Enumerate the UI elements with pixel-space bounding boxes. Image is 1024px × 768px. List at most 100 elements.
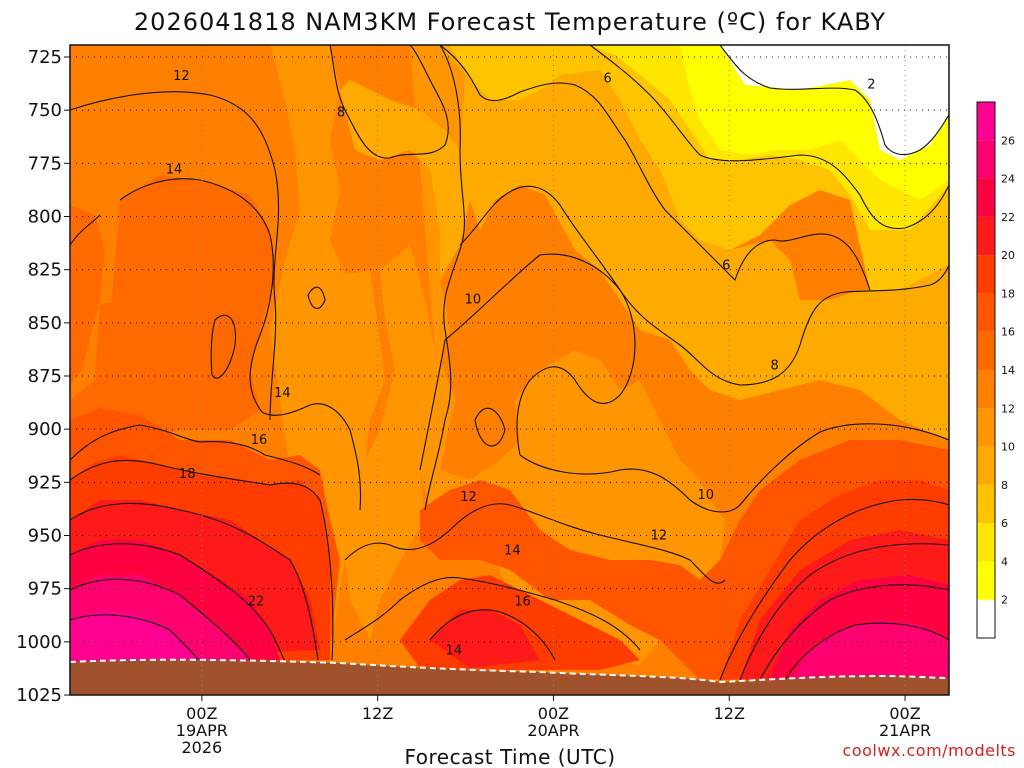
contour-label: 6 [722,258,730,273]
plot-area [70,45,949,695]
colorbar-segment [977,293,995,332]
colorbar-segment [977,446,995,485]
contour-lines [70,45,949,681]
grid-lines [70,45,949,695]
colorbar-frame [976,101,996,639]
fill-band-8 [330,45,949,440]
contour-line-16b [429,609,556,661]
contour-label: 12 [651,529,668,544]
contour-line-10c [519,423,949,513]
contour-label: 14 [166,163,183,178]
contour-label: 10 [698,488,715,503]
contour-label: 14 [446,643,463,658]
contour-label: 14 [274,386,291,401]
contour-line-6a [439,45,871,291]
contour-line-small-loop-2 [474,407,506,447]
y-axis-ticks: 725 750 775 800 825 850 875 900 925 950 975 1000 102… [16,47,70,706]
y-tick-label: 950 [28,526,62,547]
contour-label: 8 [337,105,345,120]
colorbar-segment [977,561,995,600]
colorbar-label: 2 [1001,594,1008,607]
colorbar-segment [977,408,995,447]
contour-line-16 [70,459,334,661]
x-tick-date: 19APR [176,721,228,740]
contour-label: 14 [504,543,521,558]
contour-line-small-loop-3 [210,314,236,379]
colorbar-segment [977,255,995,294]
contour-line-4 [589,45,949,230]
contour-label: 2 [867,78,875,93]
colorbar-label: 22 [1001,211,1015,224]
colorbar-segment [977,523,995,562]
colorbar-segment [977,102,995,141]
fill-below-2 [720,45,949,160]
colorbar-segment [977,484,995,524]
contour-line-12b [344,503,726,584]
contour-line-14b [70,424,321,476]
contour-labels: 12 8 6 2 14 6 10 8 14 16 18 12 10 12 14 22 16 14 [166,69,876,658]
y-tick-label: 900 [28,419,62,440]
colorbar-segment [977,216,995,256]
contour-line-14a [119,178,362,511]
contour-label: 18 [179,467,196,482]
x-tick-label: 00Z [889,704,920,723]
contour-label: 6 [604,71,612,86]
contour-line-14c [344,576,641,651]
plot-frame [69,44,950,696]
colorbar-segment-below [977,599,995,638]
x-tick-date: 21APR [879,721,931,740]
y-tick-label: 975 [28,579,62,600]
y-tick-label: 825 [28,260,62,281]
x-tick-label: 12Z [714,704,745,723]
y-tick-label: 875 [28,366,62,387]
colorbar-label: 26 [1001,134,1015,147]
contour-line-24 [70,614,201,663]
contour-label: 22 [248,594,265,609]
chart-title: 2026041818 NAM3KM Forecast Temperature (… [134,8,886,36]
colorbar-label: 10 [1001,441,1015,454]
y-tick-label: 750 [28,100,62,121]
contour-label: 8 [771,358,779,373]
y-tick-label: 1025 [16,685,62,706]
contour-label: 12 [460,490,477,505]
contour-line-12 [70,91,280,421]
contour-line-warm-right-3 [759,584,949,681]
colorbar-label: 6 [1001,517,1008,530]
y-tick-label: 775 [28,153,62,174]
contour-line-2 [719,45,949,156]
contour-line-warm-right-1 [719,498,949,681]
x-tick-label: 12Z [362,704,393,723]
contour-line-20 [70,543,286,663]
colorbar-label: 20 [1001,249,1015,262]
ground-fill [70,659,949,695]
x-tick-label: 00Z [538,704,569,723]
fill-band-2 [680,45,949,200]
contour-line-8b [459,185,949,386]
colorbar-segment [977,331,995,370]
contour-label: 16 [251,433,268,448]
contour-line-8 [329,45,449,159]
contour-line-18 [70,502,319,661]
colorbar-segment [977,370,995,409]
colorbar-label: 12 [1001,402,1015,415]
credit-text[interactable]: coolwx.com/modelts [843,741,1016,760]
colorbar-label: 24 [1001,173,1015,186]
x-axis-label: Forecast Time (UTC) [404,745,615,768]
fill-band-20 [70,500,949,680]
contour-line-warm-right-4 [784,622,949,681]
colorbar-label: 4 [1001,555,1008,568]
y-tick-label: 1000 [16,632,62,653]
contour-label: 10 [465,292,482,307]
colorbar-label: 8 [1001,479,1008,492]
y-tick-label: 925 [28,472,62,493]
colorbar-segment [977,140,995,179]
x-tick-label: 00Z [186,704,217,723]
contour-line-22 [70,578,251,661]
contour-line-10b [70,214,636,471]
y-tick-label: 850 [28,313,62,334]
contour-label: 12 [173,69,190,84]
contour-line-warm-right-2 [739,543,949,681]
